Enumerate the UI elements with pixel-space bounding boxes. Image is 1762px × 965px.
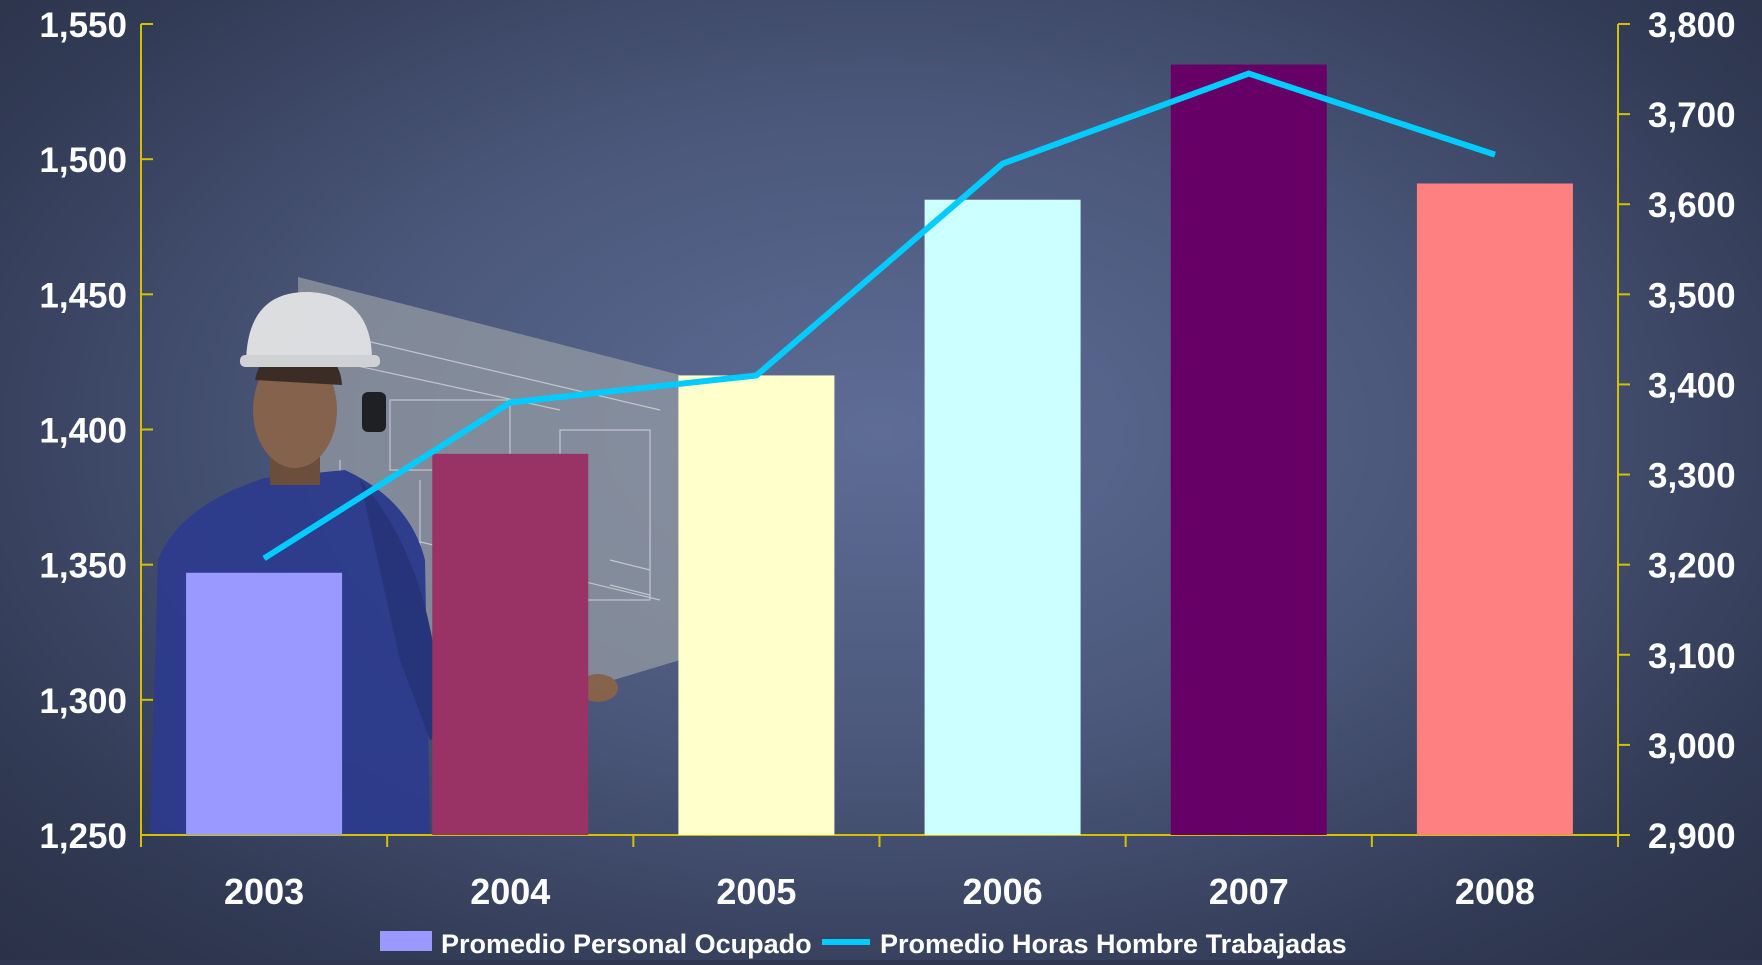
bar-series (186, 64, 1573, 836)
x-tick-label: 2005 (716, 871, 796, 912)
right-tick-label: 3,100 (1648, 637, 1736, 676)
x-tick-label: 2003 (224, 871, 304, 912)
left-tick-label: 1,550 (39, 6, 127, 45)
right-tick-label: 3,600 (1648, 186, 1736, 225)
legend: Promedio Personal Ocupado Promedio Horas … (380, 929, 1347, 959)
x-tick-label: 2008 (1455, 871, 1535, 912)
legend-swatch-line (822, 939, 870, 945)
line-point-2005 (755, 374, 757, 376)
line-point-2006 (1002, 163, 1004, 165)
line-point-2007 (1248, 73, 1250, 75)
right-tick-label: 3,800 (1648, 6, 1736, 45)
bar-2007 (1170, 64, 1327, 836)
line-point-2003 (263, 557, 265, 559)
left-tick-label: 1,500 (39, 141, 127, 180)
right-tick-label: 3,700 (1648, 96, 1736, 135)
right-tick-label: 3,300 (1648, 457, 1736, 496)
left-tick-label: 1,350 (39, 547, 127, 586)
left-tick-label: 1,300 (39, 682, 127, 721)
x-tick-label: 2007 (1209, 871, 1289, 912)
legend-swatch-bar (380, 931, 432, 951)
axes (140, 23, 1630, 847)
line-point-2008 (1494, 154, 1496, 156)
left-tick-label: 1,400 (39, 412, 127, 451)
right-tick-label: 3,200 (1648, 547, 1736, 586)
right-tick-label: 3,500 (1648, 276, 1736, 315)
right-tick-label: 3,400 (1648, 366, 1736, 405)
bar-2008 (1416, 183, 1573, 835)
bar-2006 (924, 199, 1081, 835)
legend-label-bar: Promedio Personal Ocupado (441, 929, 812, 959)
x-tick-label: 2004 (470, 871, 550, 912)
x-tick-label: 2006 (963, 871, 1043, 912)
bar-2005 (678, 375, 835, 835)
line-horas-hombre (262, 70, 1496, 561)
left-tick-label: 1,450 (39, 276, 127, 315)
right-tick-label: 2,900 (1648, 817, 1736, 856)
axis-labels: 1,250 1,300 1,350 1,400 1,450 1,500 1,550 2,900… (39, 6, 1735, 912)
right-tick-label: 3,000 (1648, 727, 1736, 766)
legend-label-line: Promedio Horas Hombre Trabajadas (880, 929, 1347, 959)
line-point-2004 (509, 401, 511, 403)
bar-2003 (186, 572, 343, 835)
line-series (262, 70, 1496, 561)
bar-2004 (432, 453, 589, 835)
left-tick-label: 1,250 (39, 817, 127, 856)
